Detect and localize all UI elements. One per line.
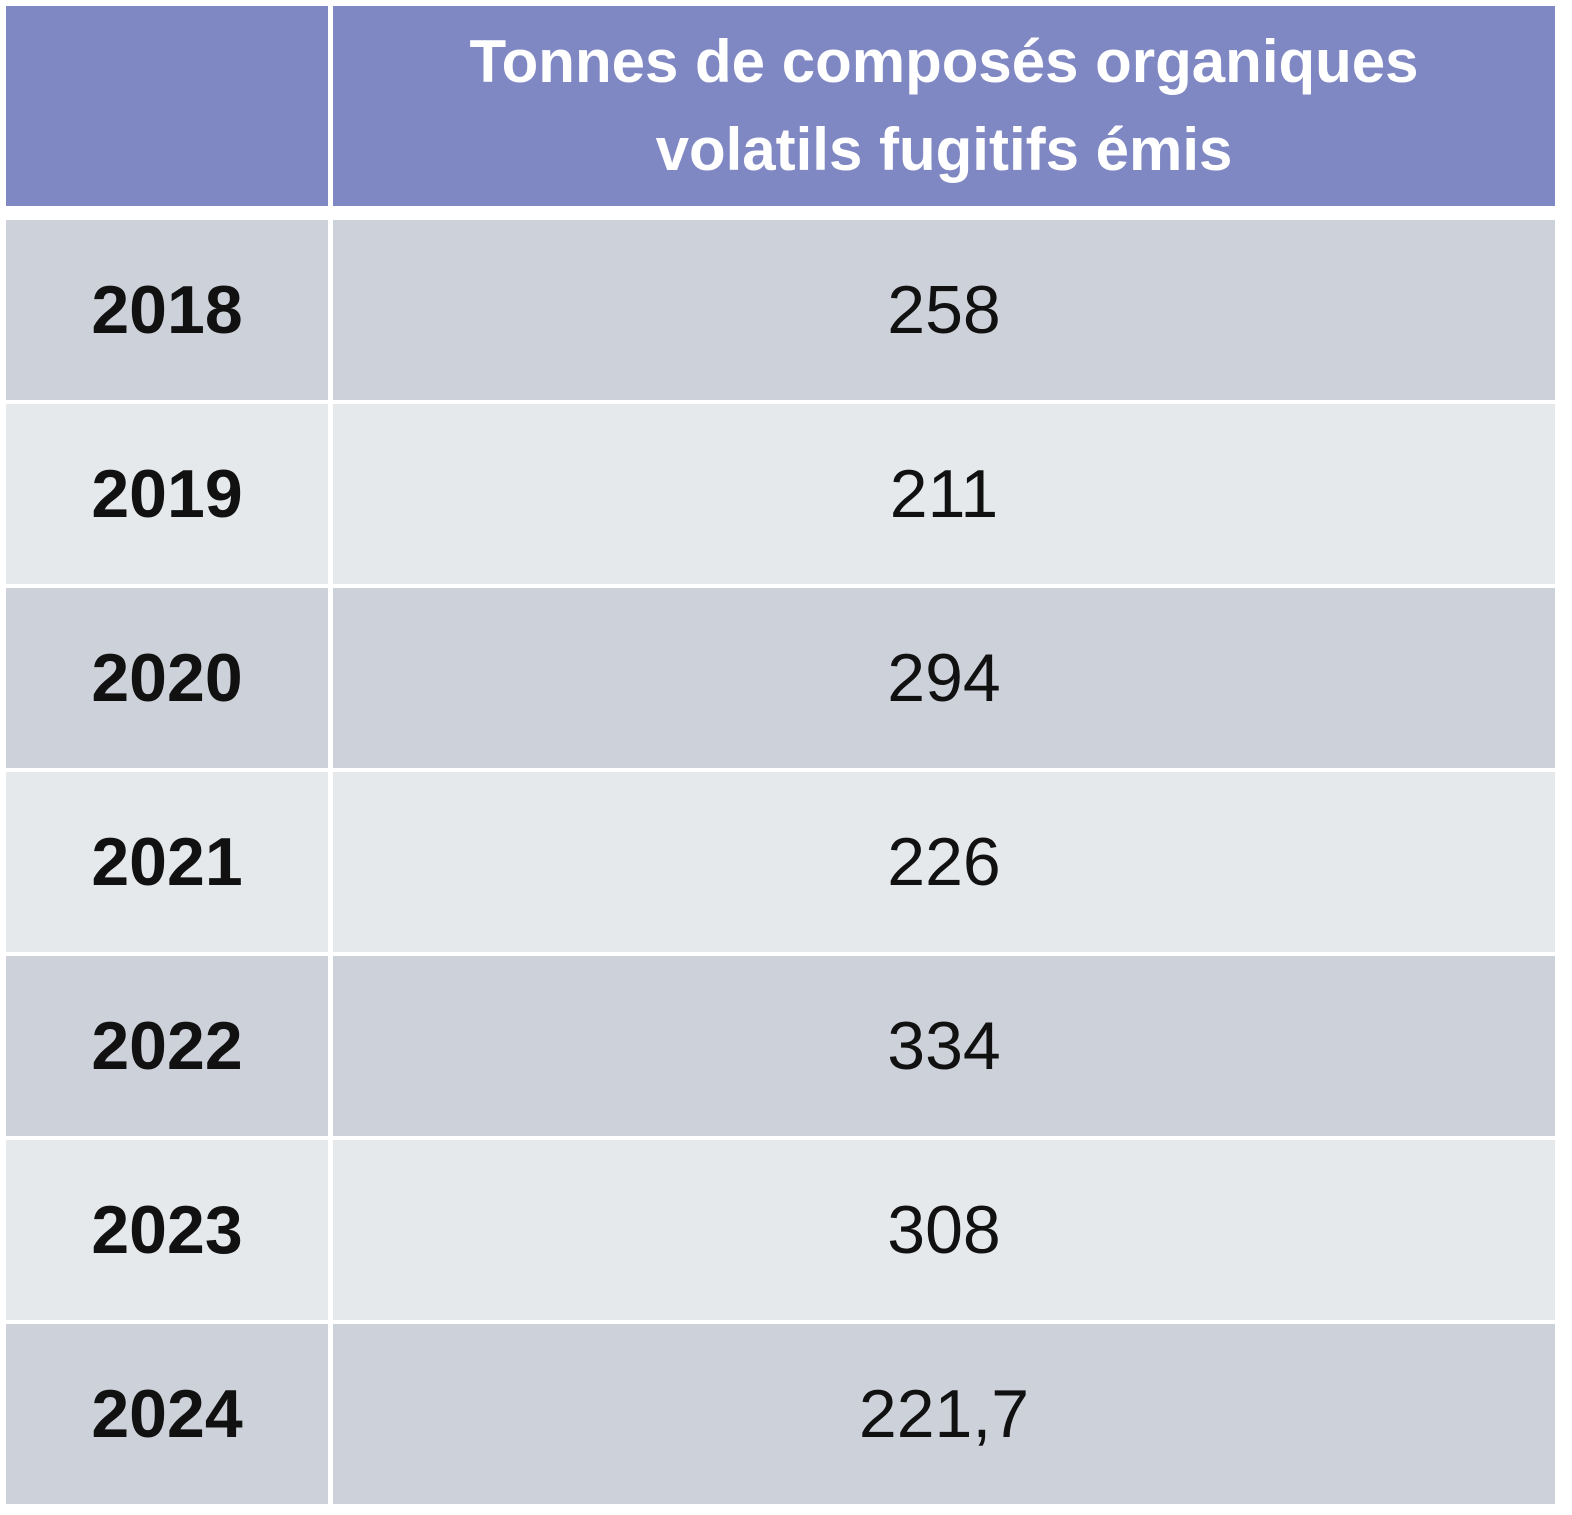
year-cell: 2022 bbox=[6, 956, 328, 1136]
value-cell: 334 bbox=[333, 956, 1555, 1136]
header-title: Tonnes de composés organiques volatils f… bbox=[469, 28, 1419, 183]
value-cell: 308 bbox=[333, 1140, 1555, 1320]
header-corner bbox=[6, 6, 328, 206]
year-cell: 2020 bbox=[6, 588, 328, 768]
value: 334 bbox=[887, 1008, 1001, 1084]
year: 2022 bbox=[91, 1008, 243, 1084]
value: 226 bbox=[887, 824, 1001, 900]
value: 221,7 bbox=[858, 1376, 1030, 1452]
value-cell: 211 bbox=[333, 404, 1555, 584]
year: 2018 bbox=[91, 272, 243, 348]
value-cell: 226 bbox=[333, 772, 1555, 952]
year-cell: 2021 bbox=[6, 772, 328, 952]
table: Tonnes de composés organiques volatils f… bbox=[6, 6, 1555, 1504]
year-cell: 2024 bbox=[6, 1324, 328, 1504]
year-cell: 2019 bbox=[6, 404, 328, 584]
value: 294 bbox=[887, 640, 1001, 716]
year: 2023 bbox=[91, 1192, 243, 1268]
year: 2020 bbox=[91, 640, 243, 716]
value: 308 bbox=[887, 1192, 1001, 1268]
header-cell: Tonnes de composés organiques volatils f… bbox=[333, 6, 1555, 206]
year: 2021 bbox=[91, 824, 243, 900]
year-cell: 2018 bbox=[6, 220, 328, 400]
value-cell: 221,7 bbox=[333, 1324, 1555, 1504]
year: 2019 bbox=[91, 456, 243, 532]
value-cell: 258 bbox=[333, 220, 1555, 400]
year-cell: 2023 bbox=[6, 1140, 328, 1320]
value: 211 bbox=[889, 456, 999, 532]
year: 2024 bbox=[91, 1376, 243, 1452]
value-cell: 294 bbox=[333, 588, 1555, 768]
value: 258 bbox=[887, 272, 1001, 348]
